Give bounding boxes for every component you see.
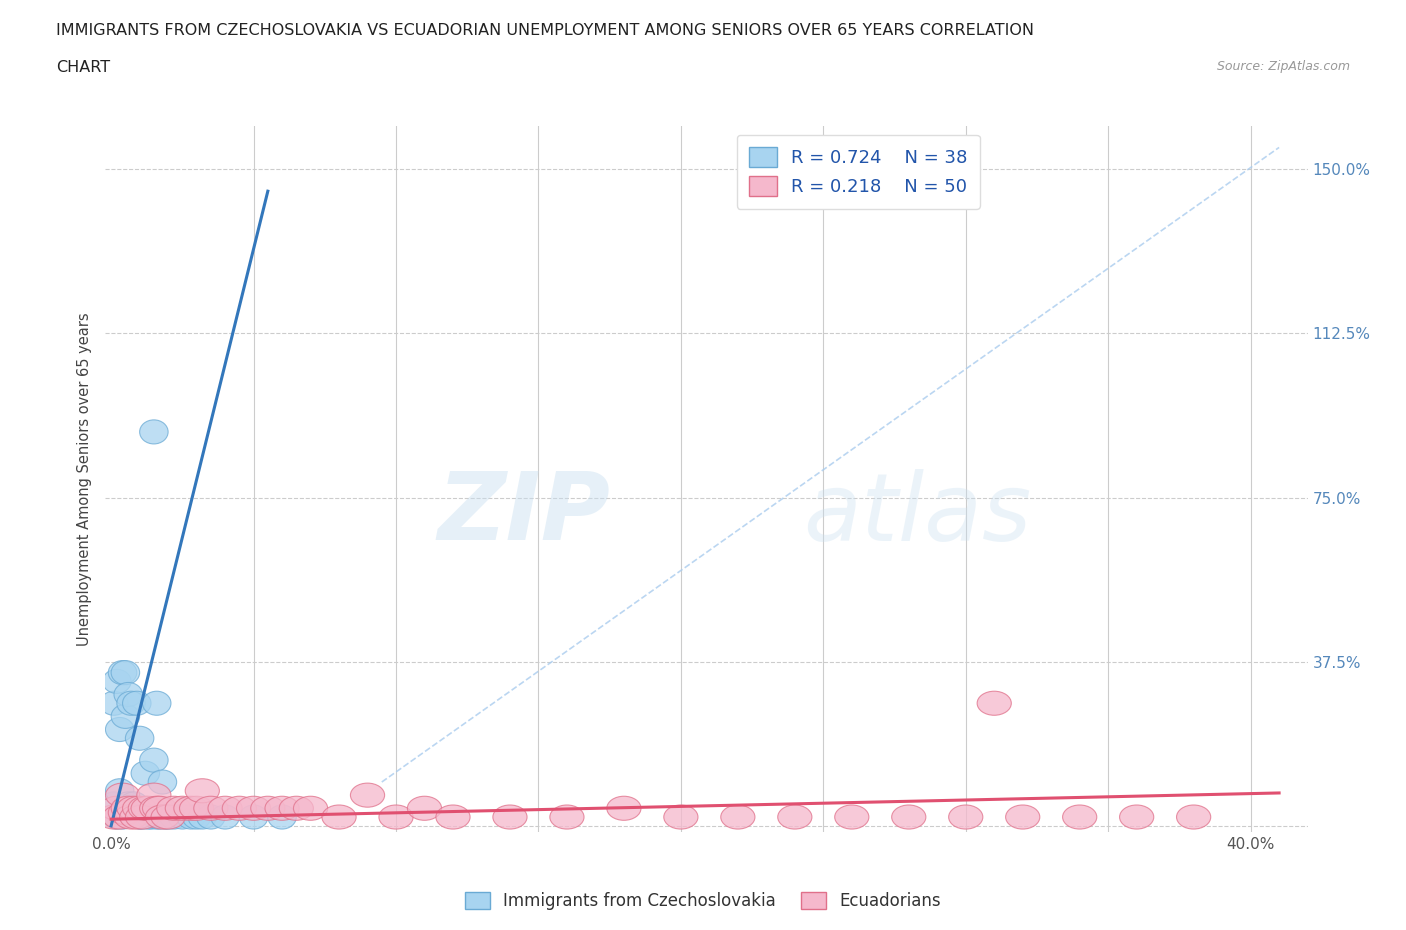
Ellipse shape (117, 796, 150, 820)
Ellipse shape (105, 783, 139, 807)
Ellipse shape (114, 791, 142, 816)
Ellipse shape (180, 796, 214, 820)
Ellipse shape (166, 796, 200, 820)
Ellipse shape (145, 805, 180, 829)
Ellipse shape (120, 805, 153, 829)
Ellipse shape (131, 796, 166, 820)
Ellipse shape (128, 796, 163, 820)
Ellipse shape (1119, 805, 1154, 829)
Ellipse shape (177, 805, 205, 829)
Ellipse shape (1005, 805, 1040, 829)
Ellipse shape (150, 805, 180, 829)
Ellipse shape (264, 796, 299, 820)
Ellipse shape (125, 805, 153, 829)
Y-axis label: Unemployment Among Seniors over 65 years: Unemployment Among Seniors over 65 years (77, 312, 93, 645)
Ellipse shape (139, 748, 169, 772)
Ellipse shape (142, 805, 172, 829)
Ellipse shape (197, 805, 225, 829)
Ellipse shape (142, 691, 172, 715)
Text: Source: ZipAtlas.com: Source: ZipAtlas.com (1216, 60, 1350, 73)
Ellipse shape (122, 796, 156, 820)
Ellipse shape (250, 796, 285, 820)
Ellipse shape (183, 805, 211, 829)
Text: CHART: CHART (56, 60, 110, 75)
Ellipse shape (97, 805, 131, 829)
Ellipse shape (136, 805, 166, 829)
Ellipse shape (108, 801, 142, 825)
Ellipse shape (103, 805, 136, 829)
Ellipse shape (134, 805, 163, 829)
Ellipse shape (159, 805, 188, 829)
Ellipse shape (194, 796, 228, 820)
Ellipse shape (239, 805, 267, 829)
Ellipse shape (111, 704, 139, 728)
Ellipse shape (408, 796, 441, 820)
Text: atlas: atlas (803, 469, 1031, 560)
Ellipse shape (128, 805, 156, 829)
Ellipse shape (188, 805, 217, 829)
Ellipse shape (139, 419, 169, 444)
Ellipse shape (550, 805, 583, 829)
Ellipse shape (103, 805, 131, 829)
Ellipse shape (891, 805, 927, 829)
Ellipse shape (117, 691, 145, 715)
Legend: Immigrants from Czechoslovakia, Ecuadorians: Immigrants from Czechoslovakia, Ecuadori… (458, 885, 948, 917)
Ellipse shape (322, 805, 356, 829)
Ellipse shape (122, 691, 150, 715)
Ellipse shape (222, 796, 256, 820)
Ellipse shape (607, 796, 641, 820)
Ellipse shape (1177, 805, 1211, 829)
Ellipse shape (131, 762, 159, 785)
Ellipse shape (835, 805, 869, 829)
Ellipse shape (156, 796, 191, 820)
Ellipse shape (111, 796, 145, 820)
Ellipse shape (103, 670, 131, 694)
Ellipse shape (169, 805, 197, 829)
Ellipse shape (294, 796, 328, 820)
Ellipse shape (105, 717, 134, 741)
Ellipse shape (142, 796, 177, 820)
Ellipse shape (186, 778, 219, 803)
Ellipse shape (211, 805, 239, 829)
Legend: R = 0.724    N = 38, R = 0.218    N = 50: R = 0.724 N = 38, R = 0.218 N = 50 (737, 135, 980, 208)
Ellipse shape (145, 805, 174, 829)
Ellipse shape (120, 791, 148, 816)
Ellipse shape (100, 791, 128, 816)
Ellipse shape (105, 778, 134, 803)
Ellipse shape (949, 805, 983, 829)
Ellipse shape (977, 691, 1011, 715)
Ellipse shape (125, 726, 153, 751)
Ellipse shape (280, 796, 314, 820)
Text: ZIP: ZIP (437, 469, 610, 560)
Ellipse shape (174, 796, 208, 820)
Ellipse shape (125, 805, 159, 829)
Ellipse shape (108, 805, 136, 829)
Ellipse shape (208, 796, 242, 820)
Ellipse shape (236, 796, 271, 820)
Ellipse shape (778, 805, 811, 829)
Ellipse shape (139, 796, 174, 820)
Ellipse shape (1063, 805, 1097, 829)
Text: IMMIGRANTS FROM CZECHOSLOVAKIA VS ECUADORIAN UNEMPLOYMENT AMONG SENIORS OVER 65 : IMMIGRANTS FROM CZECHOSLOVAKIA VS ECUADO… (56, 23, 1035, 38)
Ellipse shape (111, 660, 139, 684)
Ellipse shape (664, 805, 697, 829)
Ellipse shape (153, 805, 183, 829)
Ellipse shape (148, 770, 177, 794)
Ellipse shape (150, 805, 186, 829)
Ellipse shape (380, 805, 413, 829)
Ellipse shape (436, 805, 470, 829)
Ellipse shape (721, 805, 755, 829)
Ellipse shape (350, 783, 385, 807)
Ellipse shape (136, 783, 172, 807)
Ellipse shape (267, 805, 297, 829)
Ellipse shape (108, 660, 136, 684)
Ellipse shape (114, 683, 142, 707)
Ellipse shape (100, 691, 128, 715)
Ellipse shape (494, 805, 527, 829)
Ellipse shape (100, 796, 134, 820)
Ellipse shape (114, 805, 148, 829)
